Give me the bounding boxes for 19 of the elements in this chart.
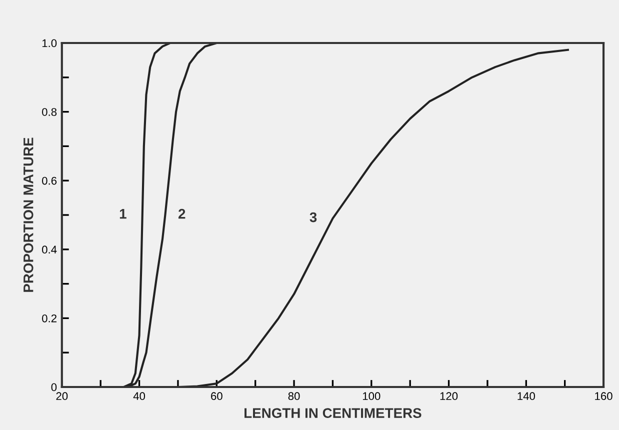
x-tick-label: 20 — [56, 392, 68, 400]
x-tick-label: 160 — [595, 392, 612, 400]
x-tick-label: 40 — [133, 392, 146, 400]
y-tick-label: 1.0 — [42, 39, 57, 48]
series-label: 3 — [310, 212, 317, 222]
x-tick-label: 80 — [288, 392, 300, 400]
series-label: 2 — [178, 208, 186, 219]
x-axis-title: LENGTH IN CENTIMETERS — [244, 408, 422, 418]
x-tick-label: 100 — [362, 392, 380, 400]
x-tick-label: 60 — [211, 392, 222, 400]
y-axis-title: PROPORTION MATURE — [23, 138, 34, 292]
x-tick-label: 120 — [440, 392, 458, 400]
y-tick-label: 0.4 — [42, 246, 57, 254]
y-tick-label: 0 — [51, 383, 57, 392]
x-tick-label: 140 — [518, 392, 535, 400]
y-tick-label: 0.8 — [42, 108, 57, 116]
y-tick-label: 0.6 — [42, 176, 57, 185]
series-label: 1 — [120, 209, 126, 219]
y-tick-label: 0.2 — [42, 314, 56, 322]
